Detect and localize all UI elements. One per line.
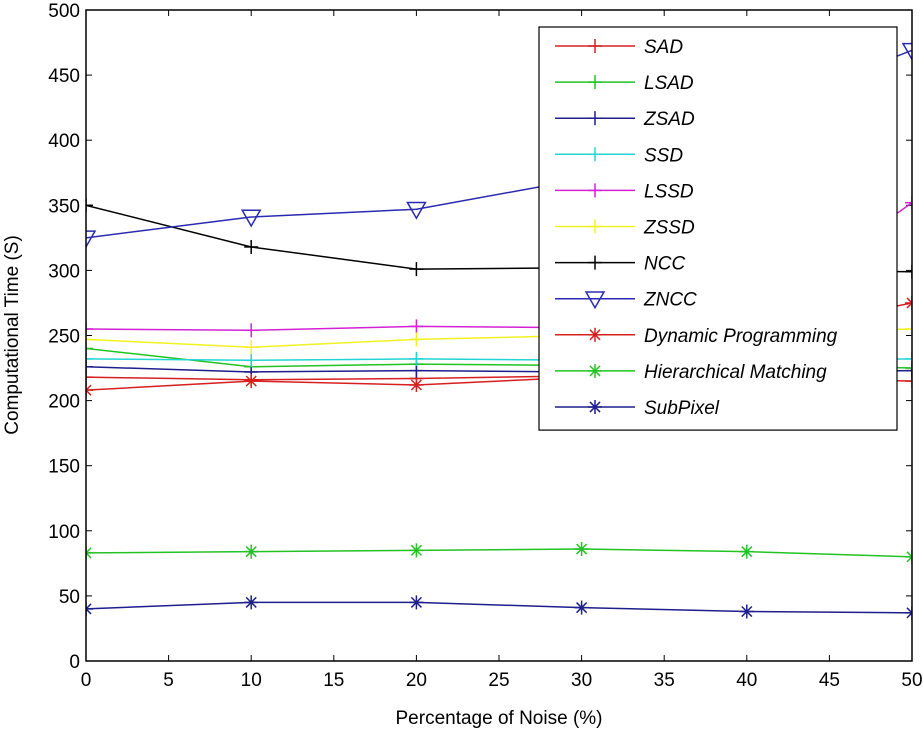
data-point-hierarchical-matching-d2 — [86, 547, 92, 554]
legend-label-hierarchical-matching: Hierarchical Matching — [644, 362, 827, 383]
data-point-subpixel-d2 — [245, 596, 257, 608]
data-point-subpixel-d1 — [86, 607, 92, 615]
data-point-subpixel-d2 — [410, 596, 422, 608]
y-tick-label: 0 — [69, 652, 80, 673]
data-point-subpixel-d2 — [741, 605, 753, 618]
y-tick-label: 450 — [48, 66, 80, 87]
legend-label-sad: SAD — [644, 37, 683, 58]
data-point-subpixel-d2 — [86, 603, 92, 610]
data-point-dynamic-programming-d2 — [410, 379, 422, 391]
data-point-dynamic-programming-d2 — [906, 301, 912, 309]
y-tick-label: 200 — [48, 392, 80, 413]
legend-label-zsad: ZSAD — [643, 109, 695, 130]
y-tick-label: 350 — [48, 196, 80, 217]
data-point-hierarchical-matching-d2 — [410, 544, 422, 556]
x-tick-label: 20 — [406, 670, 427, 691]
y-axis-label: Computational Time (S) — [2, 235, 23, 435]
data-point-dynamic-programming-d1 — [906, 297, 912, 305]
x-tick-label: 30 — [571, 670, 592, 691]
legend-marker-dynamic-programming-d2 — [589, 329, 601, 341]
data-point-zncc — [86, 230, 97, 249]
data-point-hierarchical-matching-d1 — [906, 551, 912, 558]
data-point-zncc — [240, 209, 262, 228]
y-tick-label: 300 — [48, 261, 80, 282]
legend-marker-zncc — [584, 291, 606, 310]
legend-label-zssd: ZSSD — [643, 218, 695, 239]
legend-label-lssd: LSSD — [644, 181, 694, 202]
series-subpixel — [86, 595, 912, 620]
x-tick-label: 5 — [163, 670, 174, 691]
legend-marker-hierarchical-matching-d2 — [589, 365, 601, 377]
y-tick-label: 150 — [48, 457, 80, 478]
legend-label-subpixel: SubPixel — [644, 398, 720, 419]
series-line-hierarchical-matching — [86, 548, 912, 558]
x-tick-label: 40 — [736, 670, 757, 691]
tick-labels: 0 5 10 15 20 25 30 35 40 45 5005010015020025030035… — [48, 1, 922, 691]
data-point-zncc — [901, 42, 912, 61]
y-tick-label: 100 — [48, 522, 80, 543]
y-tick-label: 50 — [59, 587, 80, 608]
data-point-subpixel-d1 — [906, 607, 912, 614]
data-point-hierarchical-matching-d1 — [86, 551, 92, 559]
x-tick-label: 10 — [241, 670, 262, 691]
legend-label-lsad: LSAD — [644, 73, 694, 94]
data-point-hierarchical-matching-d2 — [245, 546, 257, 558]
y-tick-label: 250 — [48, 327, 80, 348]
data-point-subpixel-d2 — [906, 611, 912, 619]
data-point-dynamic-programming-d2 — [245, 375, 257, 387]
series-hierarchical-matching — [86, 542, 912, 564]
data-point-subpixel-d2 — [576, 602, 588, 614]
data-point-hierarchical-matching-d2 — [906, 555, 912, 563]
data-point-dynamic-programming-d1 — [86, 389, 92, 396]
x-tick-label: 35 — [654, 670, 675, 691]
x-tick-label: 45 — [819, 670, 840, 691]
x-axis-label: Percentage of Noise (%) — [396, 708, 603, 729]
x-tick-label: 50 — [901, 670, 922, 691]
legend-box — [538, 26, 898, 431]
data-point-hierarchical-matching-d2 — [741, 546, 753, 558]
x-tick-label: 0 — [81, 670, 92, 691]
legend-marker-subpixel-d2 — [589, 401, 601, 413]
x-tick-label: 25 — [488, 670, 509, 691]
y-tick-label: 500 — [48, 1, 80, 22]
legend-label-ssd: SSD — [644, 145, 683, 166]
data-point-hierarchical-matching-d2 — [576, 543, 588, 555]
legend-label-ncc: NCC — [644, 254, 685, 275]
x-tick-label: 15 — [323, 670, 344, 691]
data-point-dynamic-programming-d2 — [86, 384, 92, 392]
data-point-zncc — [406, 201, 427, 220]
legend-label-dynamic-programming: Dynamic Programming — [644, 326, 838, 347]
legend-label-zncc: ZNCC — [643, 290, 697, 311]
plot-frame — [85, 9, 913, 662]
legend: SAD LSAD ZSAD SSD LSSD ZSSD NCC ZNCC Dynamic Pro… — [538, 26, 898, 431]
series-line-subpixel — [86, 601, 912, 614]
y-tick-label: 400 — [48, 131, 80, 152]
